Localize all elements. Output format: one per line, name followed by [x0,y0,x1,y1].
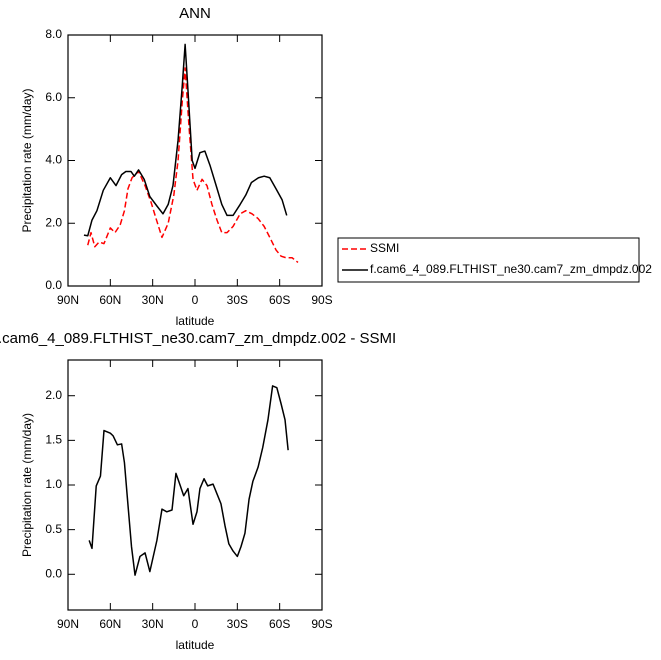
y-tick-label: 1.0 [45,477,62,491]
x-tick-label: 30S [227,617,248,631]
y-tick-label: 1.5 [45,433,62,447]
y-tick-label: 6.0 [45,90,62,104]
x-tick-label: 0 [192,293,199,307]
x-tick-label: 0 [192,617,199,631]
x-tick-label: 90N [57,617,79,631]
legend-label: SSMI [370,241,399,255]
data-line [83,43,288,237]
chart-title: ANN [179,5,211,22]
x-axis-label: latitude [176,638,215,652]
y-tick-label: 0.0 [45,278,62,292]
x-tick-label: 60N [99,293,121,307]
y-tick-label: 2.0 [45,215,62,229]
y-axis-label: Precipitation rate (mm/day) [20,88,34,232]
y-tick-label: 4.0 [45,153,62,167]
x-axis-label: latitude [176,314,215,328]
y-tick-label: 0.0 [45,566,62,580]
legend-box [337,237,640,283]
x-tick-label: 90S [311,293,332,307]
data-line [87,67,299,264]
legend-label: f.cam6_4_089.FLTHIST_ne30.cam7_zm_dmpdz.… [370,262,652,276]
x-tick-label: 60S [269,293,290,307]
plot-frame [67,359,323,611]
x-tick-label: 30N [142,293,164,307]
x-tick-label: 90S [311,617,332,631]
x-tick-label: 30S [227,293,248,307]
chart-title: f.cam6_4_089.FLTHIST_ne30.cam7_zm_dmpdz.… [0,330,396,347]
y-axis-label: Precipitation rate (mm/day) [20,413,34,557]
data-line [88,385,289,576]
y-tick-label: 8.0 [45,27,62,41]
plot-frame [67,34,323,287]
x-tick-label: 60N [99,617,121,631]
y-tick-label: 2.0 [45,388,62,402]
x-tick-label: 60S [269,617,290,631]
y-tick-label: 0.5 [45,522,62,536]
x-tick-label: 90N [57,293,79,307]
x-tick-label: 30N [142,617,164,631]
